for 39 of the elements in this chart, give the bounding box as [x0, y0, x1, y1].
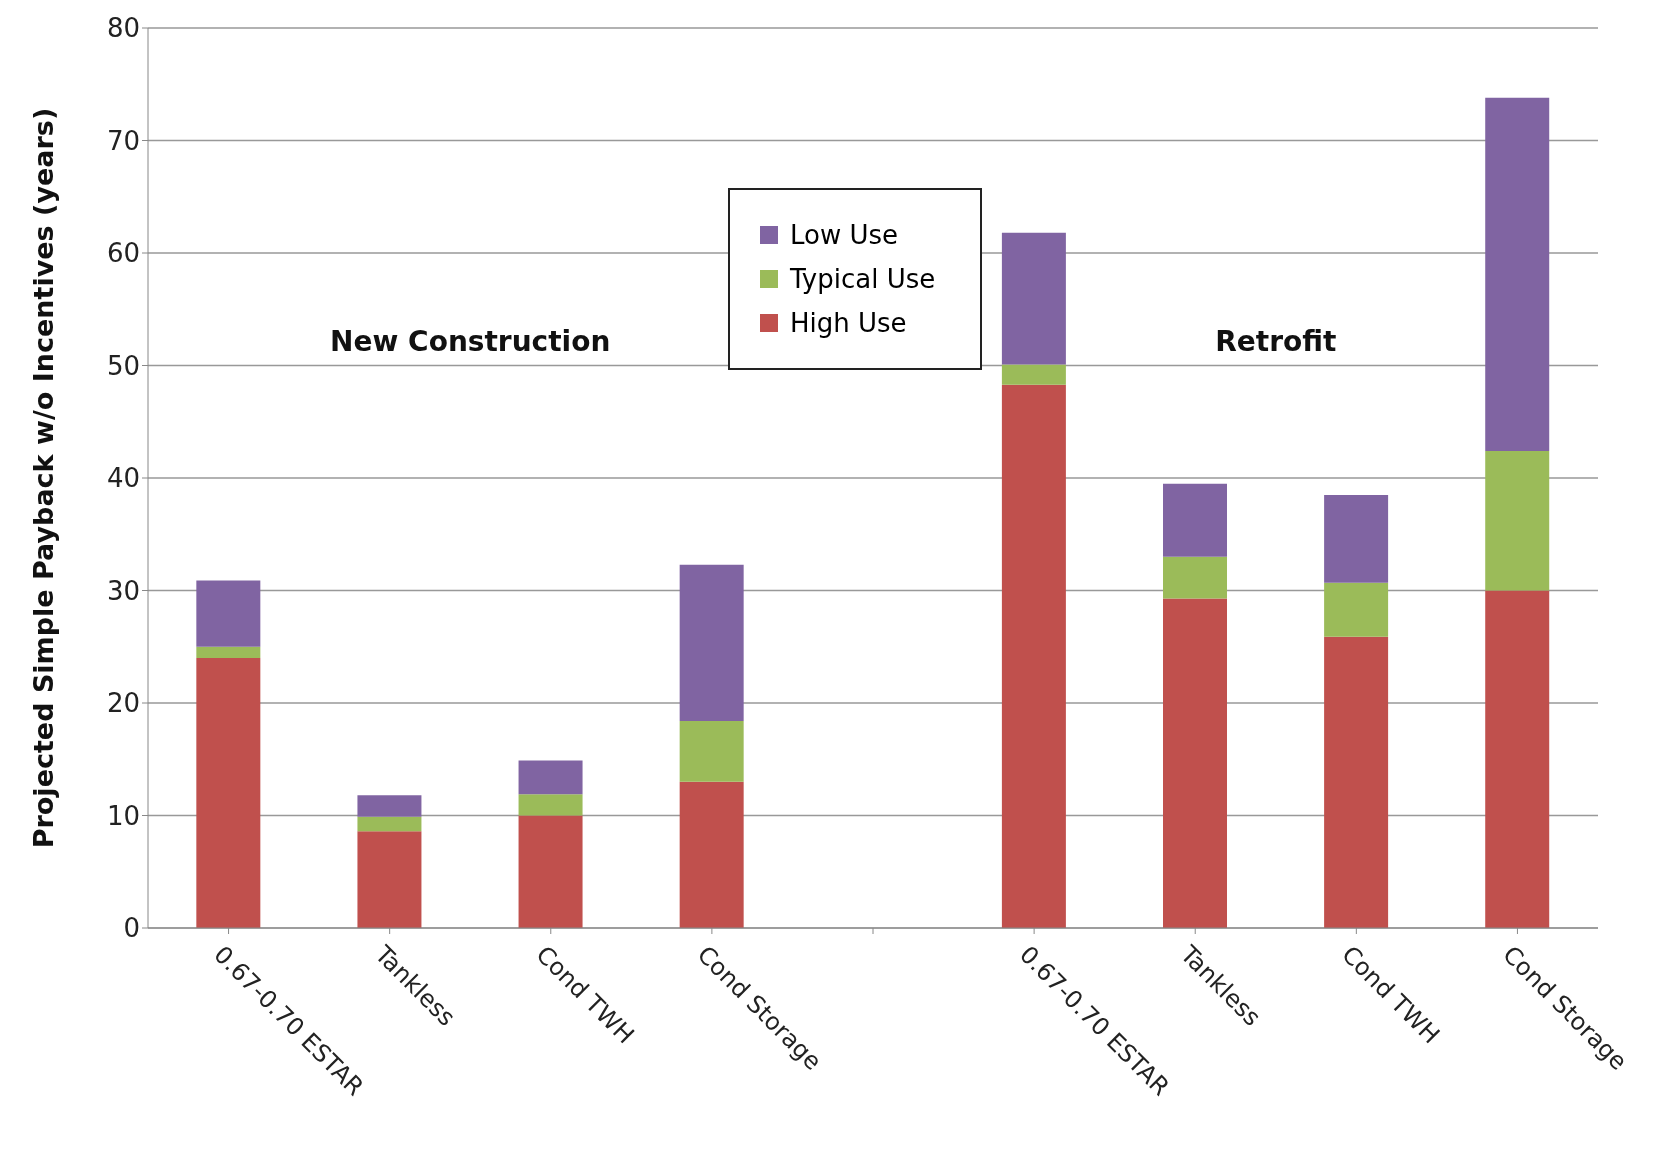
y-tick-label: 80	[106, 13, 140, 44]
y-tick-label: 10	[106, 800, 140, 831]
bar	[196, 580, 261, 647]
bar	[679, 564, 744, 721]
y-tick-label: 40	[106, 463, 140, 494]
annotation: New Construction	[329, 325, 612, 358]
y-axis-title: Projected Simple Payback w/o Incentives (years)	[27, 107, 59, 849]
bar	[196, 658, 261, 928]
bar	[1001, 384, 1066, 928]
bar	[679, 781, 744, 928]
y-tick-label: 20	[106, 688, 140, 719]
bar	[357, 816, 422, 832]
y-tick-label: 60	[106, 238, 140, 269]
y-tick-label: 50	[106, 350, 140, 381]
legend-label: Low Use	[790, 220, 899, 250]
y-tick-label: 30	[106, 575, 140, 606]
bar	[679, 721, 744, 782]
annotation: Retrofit	[1214, 325, 1338, 358]
bar	[1001, 232, 1066, 365]
bar	[357, 831, 422, 928]
bar	[518, 815, 583, 928]
bar	[1485, 451, 1550, 591]
bar	[1324, 636, 1389, 928]
y-tick-label: 0	[123, 913, 140, 944]
bar	[1485, 590, 1550, 928]
bar	[357, 795, 422, 817]
bar	[518, 760, 583, 795]
bar	[1163, 483, 1227, 557]
bar	[1485, 97, 1550, 451]
legend-label: High Use	[790, 308, 907, 338]
bar	[1001, 364, 1066, 385]
bar	[1324, 494, 1389, 583]
y-tick-label: 70	[106, 125, 140, 156]
legend-label: Typical Use	[790, 264, 936, 294]
bar	[1324, 582, 1389, 637]
bar	[196, 646, 261, 658]
bar	[1163, 556, 1227, 599]
bar	[1163, 598, 1227, 928]
bar	[518, 794, 583, 816]
